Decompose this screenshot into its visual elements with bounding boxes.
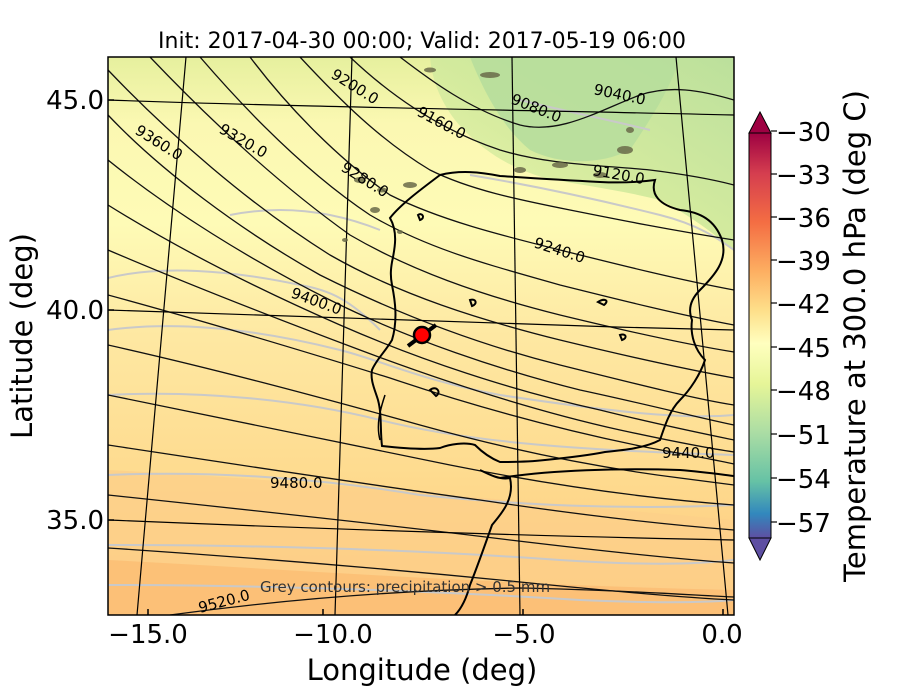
x-tick-label: 0.0 bbox=[701, 620, 742, 650]
y-axis-label: Latitude (deg) bbox=[5, 233, 39, 439]
colorbar-tick-label: −33 bbox=[776, 161, 831, 191]
axis-ticks bbox=[108, 99, 724, 615]
colorbar-tick-label: −36 bbox=[776, 204, 831, 234]
contour-label: 9480.0 bbox=[270, 474, 323, 492]
colorbar-tick-label: −42 bbox=[776, 290, 831, 320]
map-panel: 9040.0 9080.0 9120.0 9160.0 9200.0 9240.… bbox=[108, 57, 734, 615]
colorbar-tick-label: −30 bbox=[776, 118, 831, 148]
height-contours bbox=[108, 57, 734, 615]
precipitation-contours bbox=[108, 99, 734, 604]
x-tick-label: −10.0 bbox=[293, 620, 373, 650]
colorbar-tick-label: −54 bbox=[776, 465, 831, 495]
colorbar: −30 −33 −36 −39 −42 −45 −48 −51 −54 −57 … bbox=[748, 90, 872, 583]
y-tick-label: 35.0 bbox=[46, 506, 104, 536]
x-tick-label: −15.0 bbox=[108, 620, 188, 650]
x-tick-labels: −15.0 −10.0 −5.0 0.0 bbox=[108, 620, 743, 650]
y-tick-labels: 45.0 40.0 35.0 bbox=[46, 86, 104, 536]
map-frame bbox=[107, 56, 735, 616]
y-tick-label: 45.0 bbox=[46, 86, 104, 116]
colorbar-tick-label: −39 bbox=[776, 247, 831, 277]
cold-core bbox=[470, 57, 680, 162]
colorbar-label: Temperature at 300.0 hPa (deg C) bbox=[838, 90, 872, 583]
colorbar-tick-label: −48 bbox=[776, 377, 831, 407]
precipitation-note: Grey contours: precipitation > 0.5 mm bbox=[260, 578, 550, 596]
y-tick-label: 40.0 bbox=[46, 296, 104, 326]
coastline bbox=[370, 171, 734, 615]
x-tick-label: −5.0 bbox=[492, 620, 555, 650]
storm-marker bbox=[406, 323, 438, 348]
x-axis-label: Longitude (deg) bbox=[307, 653, 538, 687]
contour-label: 9440.0 bbox=[662, 444, 715, 462]
warmest-region bbox=[108, 560, 734, 615]
colorbar-tick-label: −45 bbox=[776, 334, 831, 364]
colorbar-tick-label: −51 bbox=[776, 421, 831, 451]
figure-title: Init: 2017-04-30 00:00; Valid: 2017-05-1… bbox=[158, 29, 686, 54]
terrain-patches bbox=[342, 67, 634, 242]
colorbar-tick-label: −57 bbox=[776, 509, 831, 539]
